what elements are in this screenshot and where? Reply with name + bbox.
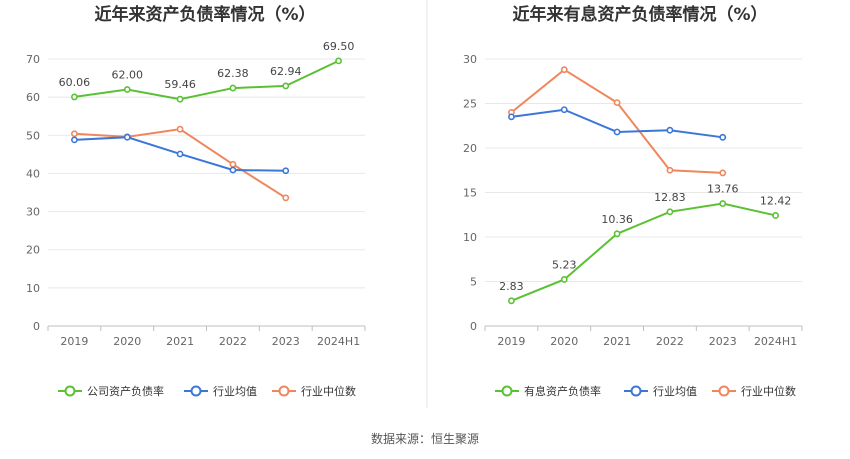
legend-company-label: 公司资产负债率: [87, 384, 164, 398]
data-point: [229, 160, 237, 168]
data-label: 60.06: [59, 76, 91, 89]
data-point: [772, 212, 779, 219]
y-tick-label: 30: [26, 206, 40, 219]
data-label: 62.94: [270, 65, 302, 78]
x-tick-label: 2020: [113, 335, 141, 348]
right-chart-panel: 近年来有息资产负债率情况（%） 0 5 10 15 20 25 30 2019 2020 2021 2…: [463, 4, 803, 398]
y-tick-label: 70: [26, 53, 40, 66]
series-line: [510, 68, 723, 174]
legend-industry-median-marker: [278, 385, 290, 397]
data-point: [229, 166, 237, 174]
legend-industry-mean-label: 行业均值: [653, 385, 697, 398]
data-point: [613, 230, 621, 238]
y-tick-label: 10: [463, 231, 477, 244]
data-point: [71, 136, 78, 144]
legend-company-marker: [501, 385, 513, 397]
chart-title: 近年来资产负债率情况（%）: [94, 4, 315, 25]
data-point: [508, 113, 515, 121]
data-label: 12.42: [760, 194, 792, 207]
y-tick-label: 0: [33, 320, 40, 333]
x-tick-label: 2020: [550, 335, 578, 348]
x-tick-label: 2024H1: [317, 335, 360, 348]
x-tick-label: 2019: [497, 335, 525, 348]
legend-industry-mean-marker: [190, 385, 202, 397]
data-label: 69.50: [323, 40, 355, 53]
legend-company-label: 有息资产负债率: [524, 384, 601, 398]
x-tick-label: 2024H1: [754, 335, 797, 348]
data-point: [719, 169, 727, 177]
y-tick-label: 20: [26, 244, 40, 257]
data-point: [613, 128, 621, 136]
x-tick-label: 2023: [709, 335, 737, 348]
data-label: 5.23: [552, 258, 577, 271]
series-line: [74, 60, 340, 101]
legend-industry-median-marker: [718, 385, 730, 397]
data-point: [282, 194, 290, 202]
data-label: 10.36: [601, 213, 633, 226]
data-point: [508, 297, 515, 305]
left-chart-panel: 近年来资产负债率情况（%） 0 10 20 30 40 50 60 70 2019 2020 2021…: [26, 4, 366, 398]
legend-industry-median-label: 行业中位数: [301, 384, 356, 398]
series-line: [511, 202, 776, 302]
data-point: [176, 150, 184, 158]
data-point: [719, 200, 727, 207]
data-label: 62.00: [112, 69, 144, 82]
legend-industry-median-label: 行业中位数: [741, 384, 796, 398]
legend-company-marker: [64, 385, 76, 397]
data-point: [176, 95, 184, 103]
data-point: [666, 208, 674, 216]
y-tick-label: 50: [26, 129, 40, 142]
x-tick-label: 2021: [166, 335, 194, 348]
data-label: 62.38: [217, 67, 249, 80]
legend-industry-mean-marker: [630, 385, 642, 397]
data-point: [71, 93, 78, 101]
data-label: 12.83: [654, 191, 686, 204]
x-tick-label: 2022: [656, 335, 684, 348]
data-point: [123, 133, 131, 141]
y-tick-label: 30: [463, 53, 477, 66]
data-point: [666, 126, 674, 134]
x-tick-label: 2021: [603, 335, 631, 348]
y-tick-label: 10: [26, 282, 40, 295]
chart-title: 近年来有息资产负债率情况（%）: [512, 4, 767, 25]
y-tick-label: 25: [463, 98, 477, 111]
y-tick-label: 60: [26, 91, 40, 104]
y-tick-label: 5: [470, 276, 477, 289]
source-note: 数据来源：恒生聚源: [371, 431, 479, 446]
data-point: [229, 84, 237, 92]
x-tick-label: 2019: [60, 335, 88, 348]
data-point: [719, 133, 727, 141]
y-tick-label: 0: [470, 320, 477, 333]
data-point: [123, 86, 131, 93]
series-line: [74, 128, 287, 199]
data-point: [176, 125, 184, 133]
x-tick-label: 2023: [272, 335, 300, 348]
legend-industry-mean-label: 行业均值: [213, 385, 257, 398]
data-point: [666, 166, 674, 174]
data-label: 2.83: [499, 280, 524, 293]
y-tick-label: 15: [463, 187, 477, 200]
data-point: [282, 82, 290, 90]
data-point: [560, 106, 568, 114]
data-label: 59.46: [164, 78, 196, 91]
data-point: [71, 130, 78, 138]
data-point: [613, 99, 621, 107]
x-tick-label: 2022: [219, 335, 247, 348]
y-tick-label: 20: [463, 142, 477, 155]
data-point: [560, 66, 568, 74]
data-point: [560, 276, 568, 283]
data-point: [282, 167, 290, 175]
data-point: [335, 57, 342, 65]
data-label: 13.76: [707, 183, 739, 196]
y-tick-label: 40: [26, 167, 40, 180]
